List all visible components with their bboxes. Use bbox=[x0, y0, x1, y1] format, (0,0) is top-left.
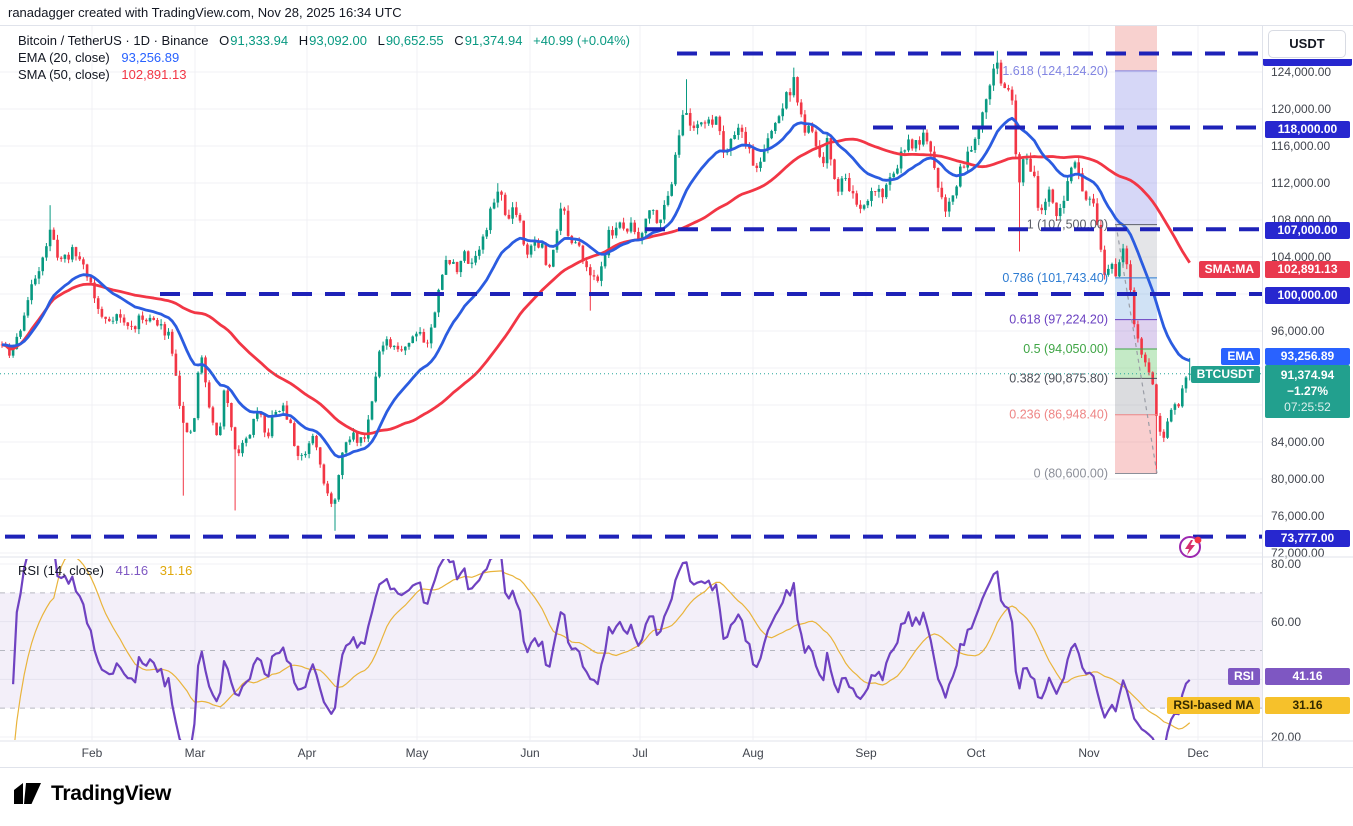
last-price-value: 91,374.94 bbox=[1280, 368, 1335, 382]
sma-label: SMA (50, close) bbox=[18, 67, 110, 82]
ema-legend-row[interactable]: EMA (20, close) 93,256.89 bbox=[18, 49, 630, 66]
rsi-pane bbox=[0, 559, 1262, 740]
horizontal-level-lines bbox=[5, 51, 1262, 539]
svg-text:80,000.00: 80,000.00 bbox=[1271, 472, 1325, 486]
rsi-ma-value: 31.16 bbox=[159, 563, 193, 578]
ema-axis-tag: EMA bbox=[1221, 348, 1260, 365]
close-value: 91,374.94 bbox=[464, 33, 523, 48]
svg-text:116,000.00: 116,000.00 bbox=[1271, 139, 1330, 153]
tradingview-logo-text: TradingView bbox=[51, 782, 172, 805]
rsi-axis-tag: RSI bbox=[1227, 668, 1260, 685]
main-legend: Bitcoin / TetherUS · 1D · Binance O91,33… bbox=[18, 32, 630, 83]
change-value: +40.99 (+0.04%) bbox=[533, 33, 631, 48]
ema-line bbox=[1, 116, 1191, 459]
attribution-text: ranadagger created with TradingView.com,… bbox=[8, 5, 402, 20]
svg-text:1.618 (124,124.20): 1.618 (124,124.20) bbox=[1002, 64, 1108, 78]
svg-text:Oct: Oct bbox=[967, 746, 986, 760]
rsi-ma-axis-value: 31.16 bbox=[1265, 697, 1350, 714]
high-value: 93,092.00 bbox=[309, 33, 367, 48]
svg-text:120,000.00: 120,000.00 bbox=[1271, 102, 1331, 116]
svg-text:124,000.00: 124,000.00 bbox=[1271, 65, 1331, 79]
rsi-value: 41.16 bbox=[115, 563, 149, 578]
symbol-title: Bitcoin / TetherUS · 1D · Binance bbox=[18, 33, 209, 48]
tradingview-logo-icon bbox=[14, 783, 41, 804]
svg-text:96,000.00: 96,000.00 bbox=[1271, 324, 1325, 338]
sma-axis-tag: SMA:MA bbox=[1198, 261, 1260, 278]
time-axis[interactable] bbox=[0, 741, 1262, 768]
rsi-legend-row[interactable]: RSI (14, close) 41.16 31.16 bbox=[18, 562, 192, 579]
svg-text:Feb: Feb bbox=[82, 746, 103, 760]
price-label-73777: 73,777.00 bbox=[1265, 530, 1350, 547]
svg-text:104,000.00: 104,000.00 bbox=[1271, 250, 1331, 264]
svg-text:Aug: Aug bbox=[742, 746, 763, 760]
time-axis-labels: Feb Mar Apr May Jun Jul Aug Sep Oct Nov Dec bbox=[82, 746, 1209, 760]
fib-retracement-lines bbox=[1115, 70, 1158, 474]
price-label-100000: 100,000.00 bbox=[1265, 287, 1350, 304]
sma-value: 102,891.13 bbox=[121, 67, 187, 82]
svg-text:0.618 (97,224.20): 0.618 (97,224.20) bbox=[1009, 313, 1108, 327]
svg-text:0 (80,600.00): 0 (80,600.00) bbox=[1034, 466, 1108, 480]
sma-axis-value: 102,891.13 bbox=[1265, 261, 1350, 278]
svg-text:0.382 (90,875.80): 0.382 (90,875.80) bbox=[1009, 371, 1108, 385]
svg-text:Apr: Apr bbox=[298, 746, 317, 760]
sma-line bbox=[1, 137, 1191, 436]
rsi-axis-value: 41.16 bbox=[1265, 668, 1350, 685]
close-key: C bbox=[454, 33, 464, 48]
candlestick-series bbox=[0, 50, 1191, 531]
svg-text:Nov: Nov bbox=[1078, 746, 1099, 760]
tradingview-logo[interactable]: TradingView bbox=[10, 780, 171, 808]
low-key: L bbox=[377, 33, 385, 48]
svg-text:84,000.00: 84,000.00 bbox=[1271, 435, 1325, 449]
ema-label: EMA (20, close) bbox=[18, 50, 110, 65]
symbol-axis-tag: BTCUSDT bbox=[1190, 366, 1260, 383]
bar-countdown: 07:25:52 bbox=[1284, 400, 1331, 414]
low-value: 90,652.55 bbox=[385, 33, 444, 48]
high-key: H bbox=[298, 33, 309, 48]
price-label-clipped-126000 bbox=[1263, 59, 1352, 66]
svg-text:Mar: Mar bbox=[185, 746, 206, 760]
svg-text:0.5 (94,050.00): 0.5 (94,050.00) bbox=[1023, 342, 1108, 356]
svg-text:0.236 (86,948.40): 0.236 (86,948.40) bbox=[1009, 408, 1108, 422]
svg-text:0.786 (101,743.40): 0.786 (101,743.40) bbox=[1002, 271, 1108, 285]
open-key: O bbox=[219, 33, 230, 48]
sma-legend-row[interactable]: SMA (50, close) 102,891.13 bbox=[18, 66, 630, 83]
alert-lightning-icon bbox=[1179, 536, 1202, 558]
last-price-label: 91,374.94 −1.27% 07:25:52 bbox=[1265, 365, 1350, 418]
svg-text:Dec: Dec bbox=[1187, 746, 1208, 760]
svg-text:80.00: 80.00 bbox=[1271, 557, 1301, 571]
symbol-legend-row[interactable]: Bitcoin / TetherUS · 1D · Binance O91,33… bbox=[18, 32, 630, 49]
svg-text:112,000.00: 112,000.00 bbox=[1271, 176, 1330, 190]
svg-text:76,000.00: 76,000.00 bbox=[1271, 509, 1325, 523]
price-label-118000: 118,000.00 bbox=[1265, 121, 1350, 138]
ema-axis-value: 93,256.89 bbox=[1265, 348, 1350, 365]
ema-value: 93,256.89 bbox=[121, 50, 180, 65]
svg-text:1 (107,500.00): 1 (107,500.00) bbox=[1027, 218, 1108, 232]
alert-marker[interactable] bbox=[1178, 534, 1204, 565]
svg-text:Jul: Jul bbox=[632, 746, 647, 760]
gridlines bbox=[0, 25, 1262, 740]
svg-text:May: May bbox=[406, 746, 429, 760]
pane-separators bbox=[0, 25, 1353, 768]
last-price-change: −1.27% bbox=[1286, 384, 1329, 398]
price-label-107000: 107,000.00 bbox=[1265, 222, 1350, 239]
rsi-label: RSI (14, close) bbox=[18, 563, 104, 578]
svg-text:60.00: 60.00 bbox=[1271, 615, 1301, 629]
rsi-ma-axis-tag: RSI-based MA bbox=[1167, 697, 1260, 714]
fib-retracement-bands bbox=[1115, 25, 1157, 474]
open-value: 91,333.94 bbox=[230, 33, 289, 48]
currency-toggle-button[interactable]: USDT bbox=[1268, 30, 1346, 58]
svg-text:Jun: Jun bbox=[520, 746, 539, 760]
svg-text:Sep: Sep bbox=[855, 746, 877, 760]
